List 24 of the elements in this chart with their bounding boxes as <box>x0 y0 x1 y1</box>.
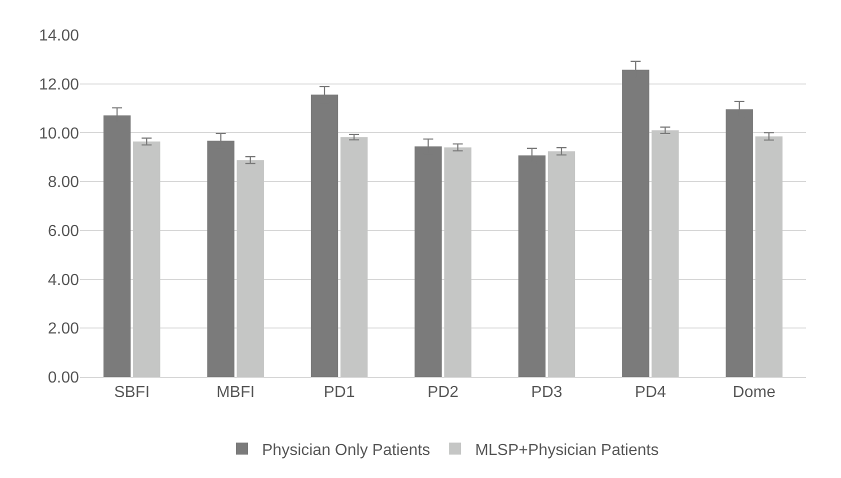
x-tick-label: MBFI <box>216 384 255 402</box>
bar <box>548 151 576 377</box>
x-tick-label: PD2 <box>427 384 459 402</box>
bar <box>652 130 679 377</box>
x-tick-label: PD4 <box>634 384 666 402</box>
legend-label: Physician Only Patients <box>262 442 430 459</box>
bar <box>236 160 264 377</box>
y-tick-label: 2.00 <box>48 320 80 338</box>
bar <box>340 137 368 377</box>
x-tick-label: Dome <box>732 384 776 402</box>
x-tick-label: SBFI <box>114 384 150 402</box>
y-tick-label: 14.00 <box>38 28 80 45</box>
y-tick-label: 10.00 <box>38 125 80 142</box>
x-tick-label: PD1 <box>324 384 355 402</box>
y-tick-label: 0.00 <box>48 370 80 387</box>
y-tick-label: 6.00 <box>48 223 80 240</box>
y-tick-label: 4.00 <box>48 272 80 289</box>
y-tick-label: 8.00 <box>48 174 80 192</box>
y-tick-label: 12.00 <box>38 76 80 94</box>
x-tick-label: PD3 <box>531 384 562 402</box>
bar <box>133 142 160 377</box>
legend-label: MLSP+Physician Patients <box>475 442 659 459</box>
bar <box>444 147 472 377</box>
bar <box>755 136 783 377</box>
